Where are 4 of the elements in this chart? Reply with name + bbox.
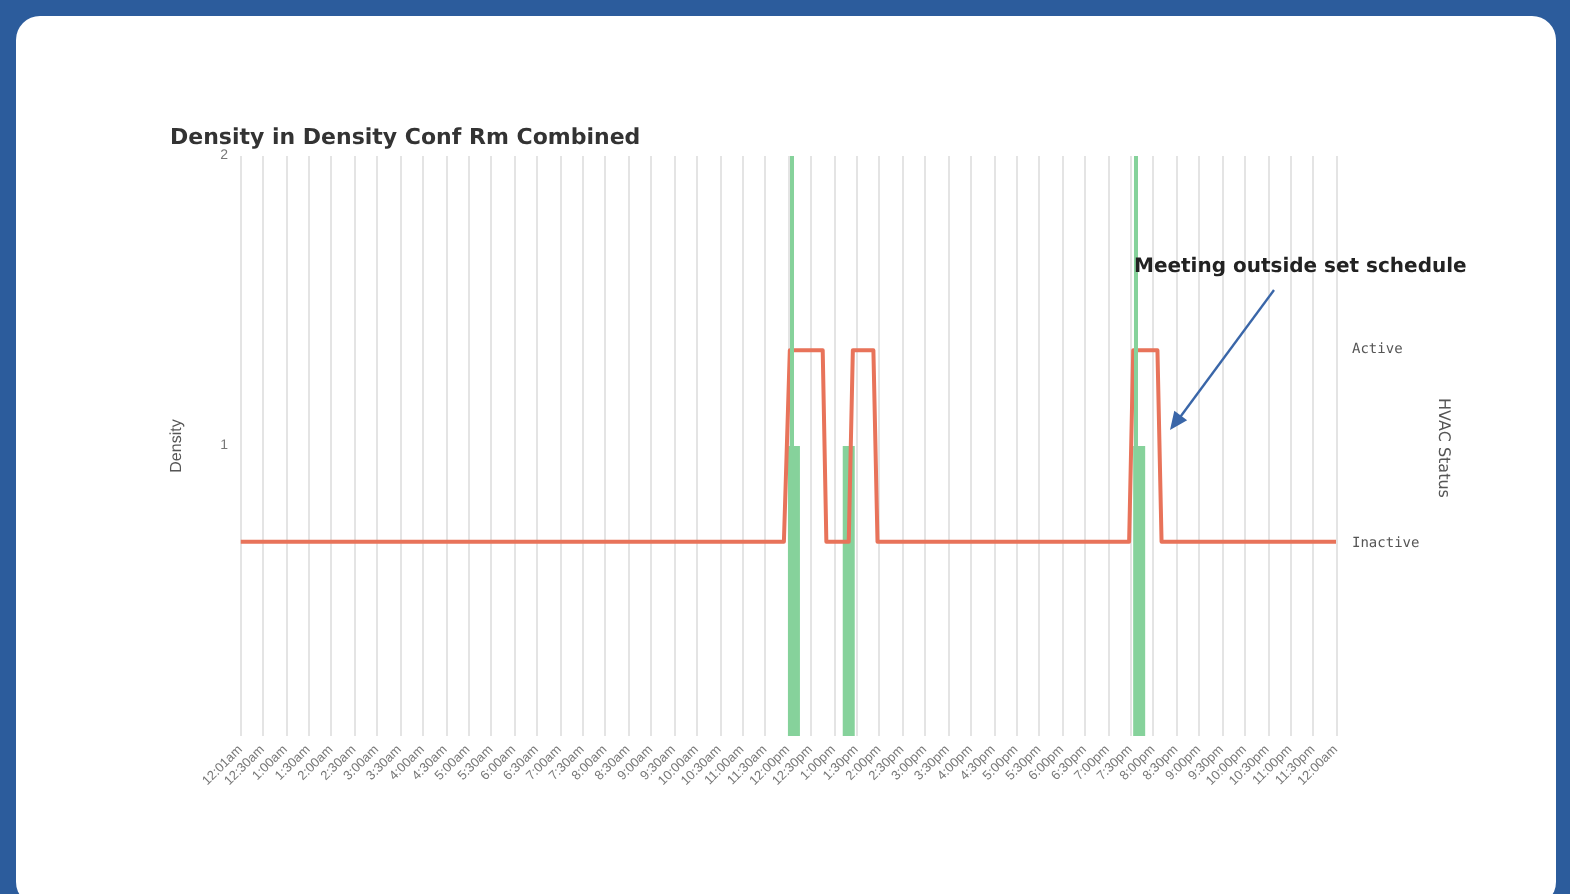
y-axis-title: Density bbox=[167, 419, 185, 473]
text: HVAC Status bbox=[1435, 398, 1453, 498]
annotation: Meeting outside set schedule bbox=[1134, 256, 1467, 278]
chart-title: Density in Density Conf Rm Combined bbox=[170, 124, 641, 150]
